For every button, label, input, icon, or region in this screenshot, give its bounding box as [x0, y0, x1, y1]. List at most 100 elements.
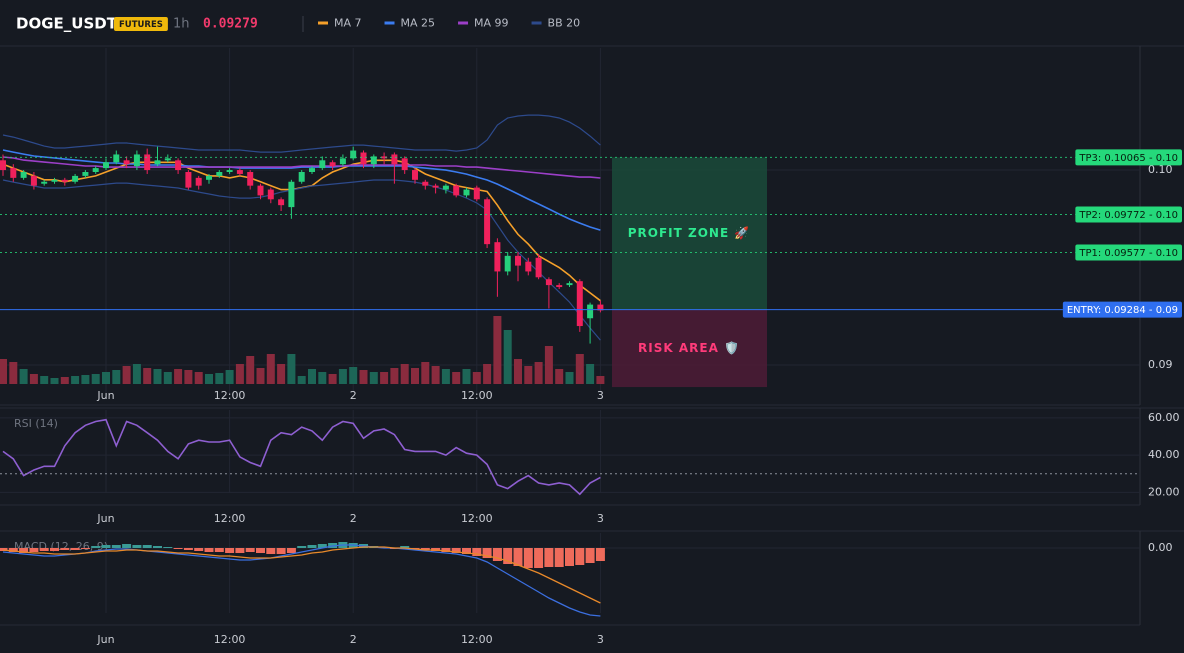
histogram-bar [575, 548, 585, 565]
pane-plot [2, 418, 601, 496]
candle-body [154, 160, 161, 165]
volume-bar [205, 374, 213, 384]
histogram-bar [420, 548, 430, 550]
histogram-bar [503, 548, 513, 564]
candle-body [329, 162, 336, 167]
candle-body [226, 170, 233, 173]
candle-body [545, 279, 552, 286]
volume-bar [338, 369, 347, 384]
level-label: TP3: 0.10065 - 0.10 [1078, 153, 1178, 164]
candle-body [133, 154, 140, 167]
histogram-bar [472, 548, 482, 556]
histogram-bar [8, 548, 18, 552]
volume-bar [19, 369, 28, 384]
histogram-bar [585, 548, 595, 563]
volume-bar [328, 374, 337, 384]
candle-body [412, 170, 418, 180]
volume-bar [483, 364, 492, 384]
candle-body [51, 179, 58, 182]
histogram-bar [595, 548, 605, 561]
histogram-bar [153, 546, 162, 548]
volume-bar [184, 370, 193, 384]
volume-bar [215, 373, 224, 384]
histogram-bar [400, 546, 410, 548]
volume-bar [9, 362, 18, 384]
volume-bar [112, 370, 121, 384]
volume-bar [153, 369, 162, 384]
ma-line [2, 156, 601, 179]
histogram-bar [307, 545, 317, 548]
volume-bar [586, 364, 595, 384]
histogram-bar [29, 548, 39, 552]
histogram-bar [70, 548, 80, 550]
symbol: DOGE_USDT [16, 15, 118, 33]
legend-label: MA 99 [474, 17, 509, 30]
volume-bar [400, 364, 409, 384]
volume-bar [565, 372, 574, 384]
histogram-bar [91, 546, 101, 548]
volume-bar [256, 368, 265, 384]
volume-bar [122, 366, 131, 384]
candle-body [10, 168, 17, 178]
histogram-bar [492, 548, 502, 561]
volume-bar [431, 366, 440, 384]
candle-body [422, 181, 429, 186]
volume-bar [60, 377, 69, 384]
volume-bar [411, 368, 419, 384]
x-tick-label: Jun [96, 633, 114, 646]
x-tick-label: 3 [597, 512, 604, 525]
candle-body [92, 168, 99, 173]
volume-bar [390, 368, 399, 384]
candle-body [401, 158, 408, 171]
histogram-bar [204, 548, 214, 552]
volume-bar [287, 354, 296, 384]
histogram-bar [214, 548, 224, 552]
histogram-bar [19, 548, 29, 553]
x-tick-label: 3 [597, 633, 604, 646]
volume-bar [359, 370, 368, 384]
histogram-bar [142, 545, 152, 548]
ma-line [2, 149, 601, 231]
volume-bar [102, 372, 110, 384]
histogram-bar [256, 548, 265, 553]
x-tick-label: 12:00 [461, 633, 493, 646]
volume-bar [174, 369, 183, 384]
zone-label: PROFIT ZONE 🚀 [628, 226, 751, 240]
level-label-bg [1075, 149, 1182, 166]
volume-bar [297, 376, 306, 384]
histogram-bar [183, 548, 193, 550]
candle-body [391, 154, 398, 165]
x-tick-label: 3 [597, 389, 604, 402]
histogram-bar [39, 548, 49, 551]
volume-bar [143, 368, 152, 384]
volume-bar [462, 369, 471, 384]
histogram-bar [266, 548, 276, 554]
volume-bar [308, 369, 316, 384]
candle-body [566, 283, 573, 286]
candle-body [339, 158, 346, 165]
histogram-bar [194, 548, 204, 551]
volume-bar [132, 364, 141, 384]
candle-body [41, 181, 48, 184]
candle-body [20, 172, 27, 178]
volume-bar [81, 375, 90, 384]
volume-bar [441, 369, 450, 384]
candle-body [484, 199, 491, 245]
candle-body [288, 181, 295, 208]
candle-body [309, 168, 315, 173]
x-tick-label: 12:00 [214, 512, 246, 525]
volume-bar [544, 346, 553, 384]
histogram-bar [50, 548, 59, 551]
histogram-bar [451, 548, 461, 553]
candle-body [113, 154, 120, 163]
candle-body [82, 172, 89, 176]
candle-body [298, 172, 305, 182]
candle-body [216, 172, 223, 176]
histogram-bar [286, 548, 296, 553]
candle-body [576, 281, 583, 327]
pane-plot [0, 114, 605, 384]
histogram-bar [60, 548, 70, 550]
volume-bar [534, 362, 543, 384]
histogram-bar [245, 548, 255, 552]
histogram-bar [80, 548, 90, 549]
